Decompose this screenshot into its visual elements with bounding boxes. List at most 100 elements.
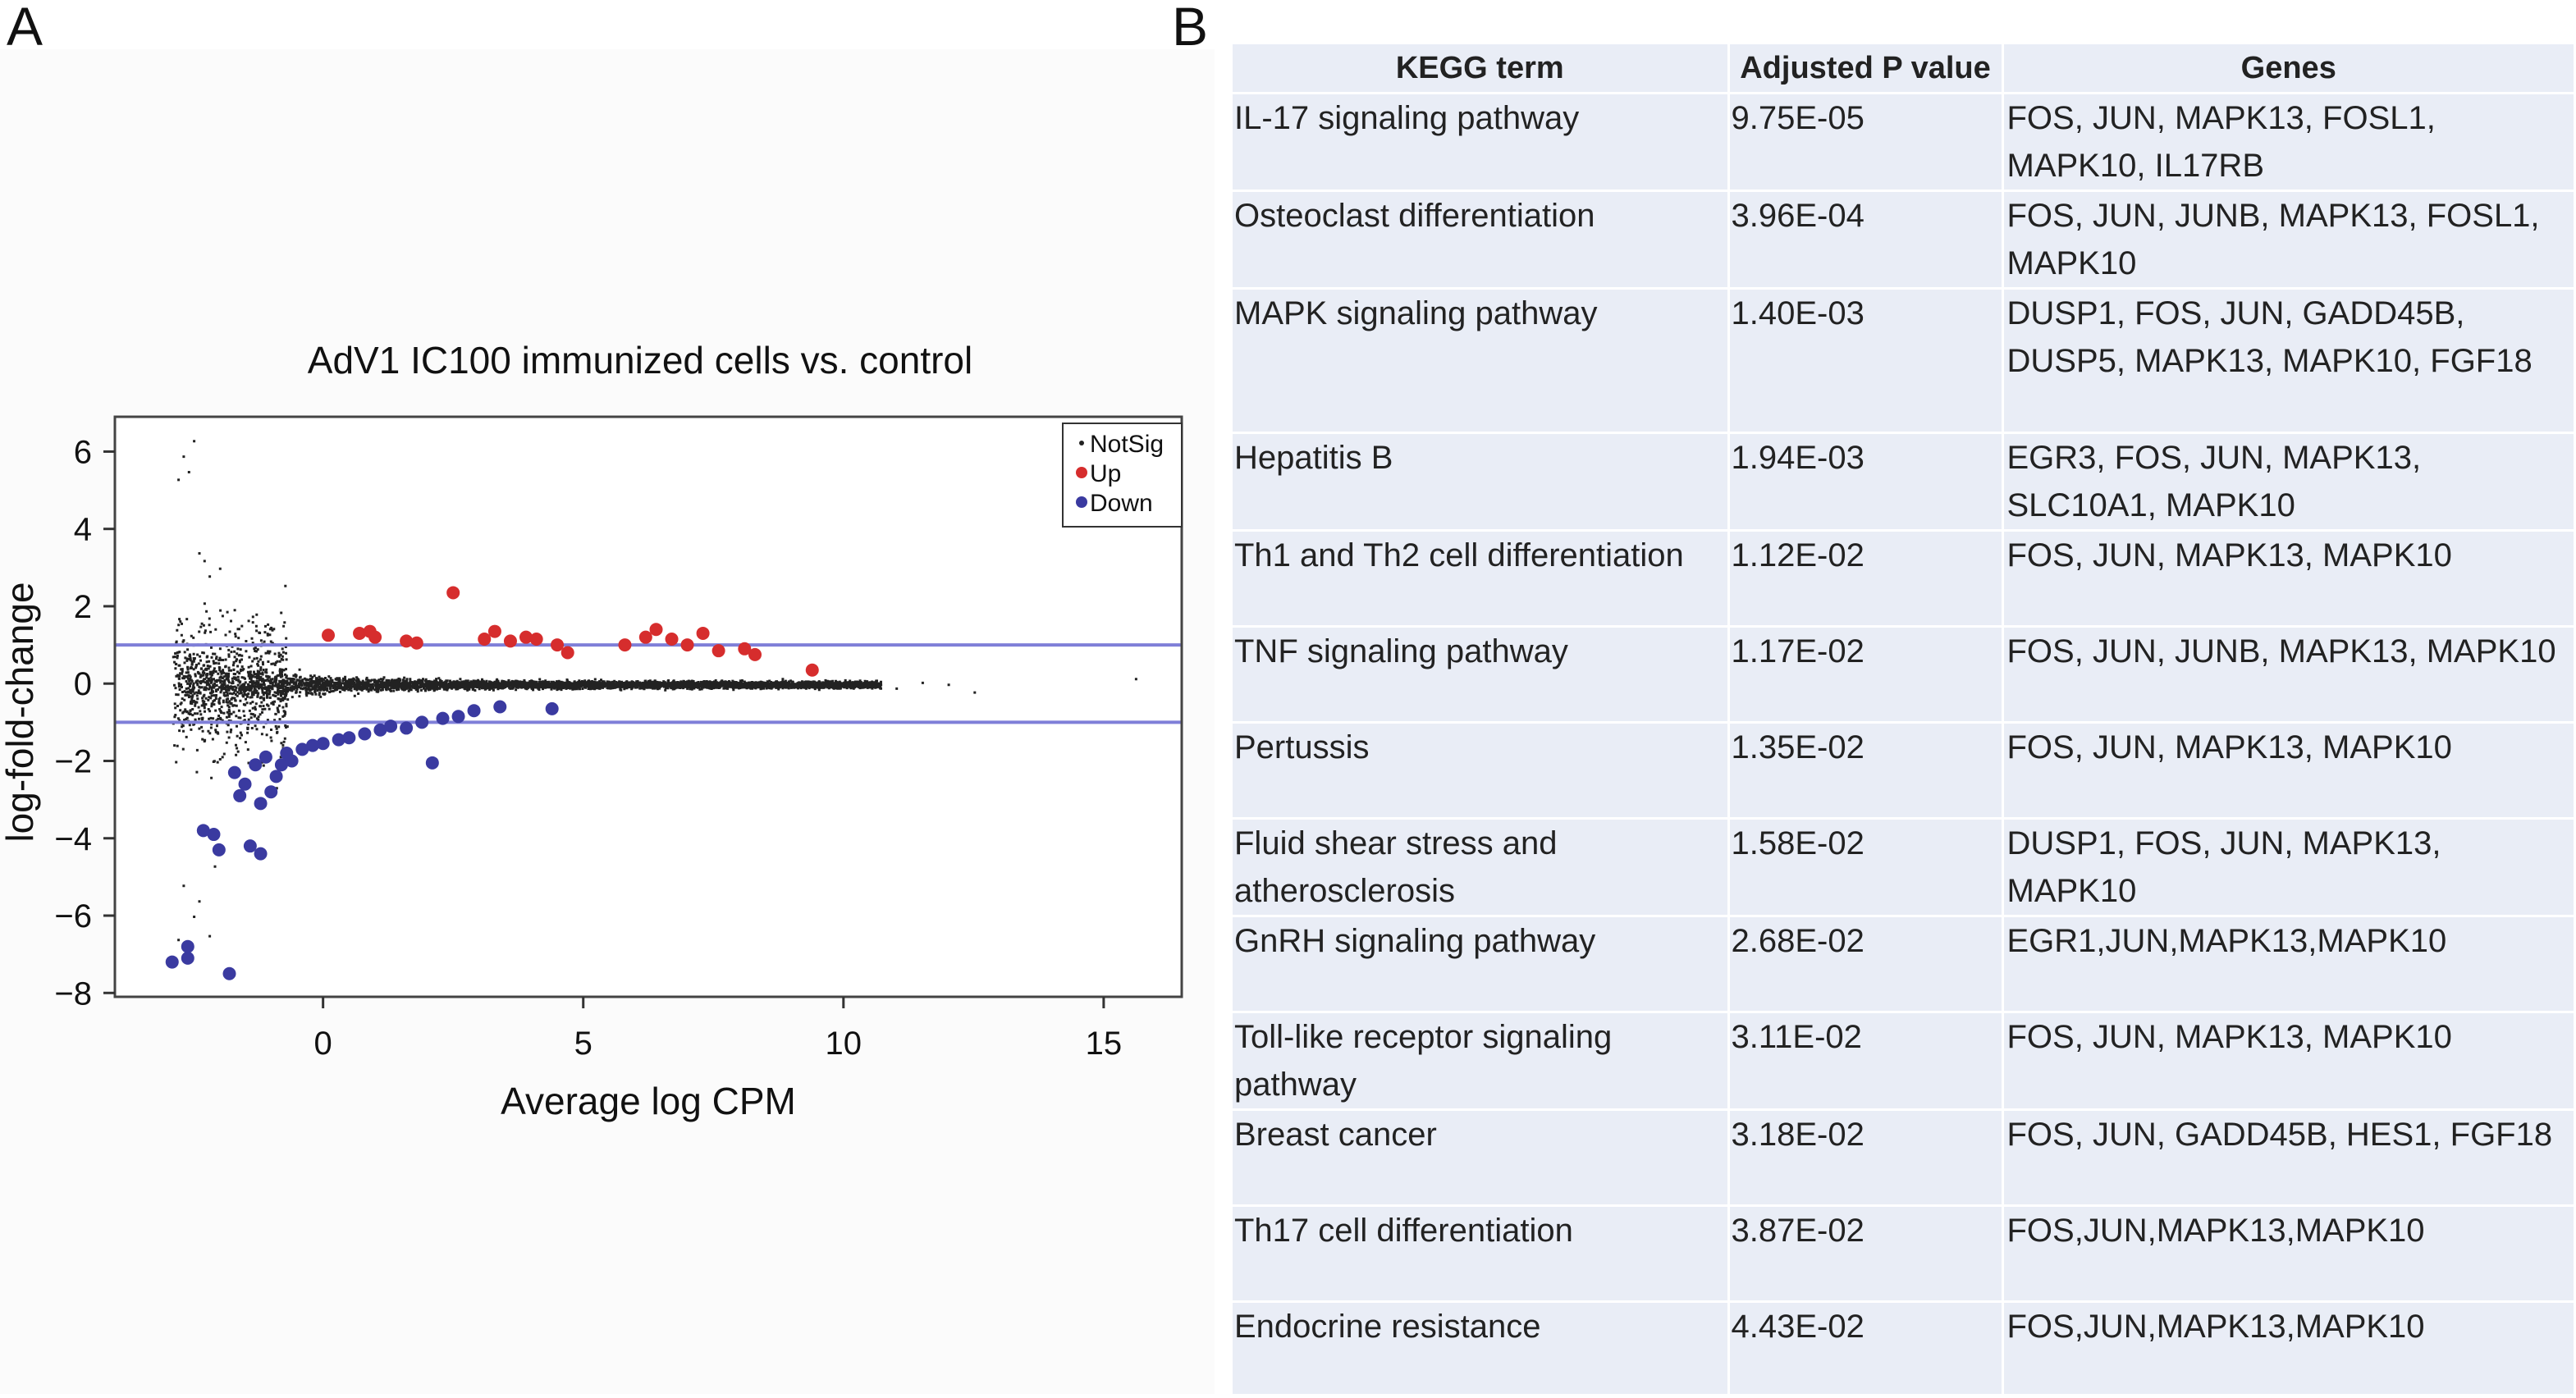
down-point [181,951,194,965]
up-point [618,638,632,652]
kegg-term-cell: GnRH signaling pathway [1233,915,1728,1012]
adjusted-p-value-cell: 1.40E-03 [1727,287,2002,433]
down-point [436,711,450,725]
down-point [493,700,507,714]
table-row: TNF signaling pathway 1.17E-02 FOS, JUN, J… [1233,625,2574,723]
table-row: Fluid shear stress and atherosclerosis 1.… [1233,817,2574,916]
down-point [269,770,283,784]
down-point [295,742,309,756]
table-row: IL-17 signaling pathway 9.75E-05 FOS, JUN,… [1233,92,2574,191]
down-point [264,785,278,799]
table-row: Endocrine resistance 4.43E-02 FOS,JUN,MAPK… [1233,1300,2574,1398]
down-point [207,828,221,842]
down-point [451,710,465,724]
plot-frame [113,415,1183,998]
y-tick-label: 4 [74,512,92,548]
legend-marker-notsig [1079,441,1084,445]
genes-cell: EGR3, FOS, JUN, MAPK13, SLC10A1, MAPK10 [2001,432,2574,531]
genes-cell: FOS, JUN, MAPK13, MAPK10 [2001,721,2574,819]
down-point [233,788,247,802]
genes-cell: FOS, JUN, JUNB, MAPK13, FOSL1, MAPK10 [2001,190,2574,289]
adjusted-p-value-cell: 3.87E-02 [1727,1204,2002,1302]
genes-cell: FOS, JUN, JUNB, MAPK13, MAPK10 [2001,625,2574,723]
table-row: Breast cancer 3.18E-02 FOS, JUN, GADD45B, … [1233,1108,2574,1206]
up-point [638,630,652,644]
y-tick-label: −2 [54,743,92,779]
genes-cell: FOS,JUN,MAPK13,MAPK10 [2001,1300,2574,1398]
up-point [665,633,679,646]
kegg-term-cell: Hepatitis B [1233,432,1728,531]
y-tick-label: 6 [74,434,92,470]
adjusted-p-value-cell: 1.35E-02 [1727,721,2002,819]
up-point [487,624,501,638]
kegg-term-cell: IL-17 signaling pathway [1233,92,1728,191]
panel-label-a: A [7,0,43,57]
chart-title: AdV1 IC100 immunized cells vs. control [308,339,972,381]
legend-label-up: Up [1090,460,1121,487]
adjusted-p-value-cell: 4.43E-02 [1727,1300,2002,1398]
up-point [478,633,492,646]
down-point [254,797,268,811]
down-point [238,777,252,791]
x-tick-label: 0 [314,1026,332,1062]
down-point [400,721,414,735]
adjusted-p-value-cell: 1.12E-02 [1727,529,2002,627]
up-point [738,642,752,656]
y-tick-label: 2 [74,589,92,625]
adjusted-p-value-cell: 3.18E-02 [1727,1108,2002,1206]
x-tick-label: 10 [826,1026,862,1062]
up-point [446,586,460,600]
down-point [227,765,241,779]
up-point [368,630,382,644]
kegg-term-cell: Fluid shear stress and atherosclerosis [1233,817,1728,916]
up-point [649,623,663,637]
kegg-term-cell: Breast cancer [1233,1108,1728,1206]
table-header-row: KEGG term Adjusted P value Genes [1233,44,2574,94]
genes-cell: FOS, JUN, MAPK13, FOSL1, MAPK10, IL17RB [2001,92,2574,191]
x-axis-label: Average log CPM [501,1080,796,1122]
ma-plot-panel: 6 4 2 0 −2 −4 −6 −8 0 5 10 15 AdV1 IC100 immunized c… [0,49,1215,1394]
down-point [305,738,319,752]
down-point [249,758,263,772]
down-point [285,754,299,768]
kegg-term-cell: MAPK signaling pathway [1233,287,1728,433]
kegg-term-cell: Pertussis [1233,721,1728,819]
adjusted-p-value-cell: 9.75E-05 [1727,92,2002,191]
down-point [254,847,268,861]
up-point [503,634,517,648]
up-point [711,644,725,658]
legend-marker-up [1076,467,1087,478]
ma-plot-svg: 6 4 2 0 −2 −4 −6 −8 0 5 10 15 AdV1 IC100 immunized c… [0,339,1183,1122]
kegg-term-cell: Toll-like receptor signaling pathway [1233,1011,1728,1110]
kegg-enrichment-table: KEGG term Adjusted P value Genes IL-17 s… [1233,44,2574,1398]
table-row: Toll-like receptor signaling pathway 3.11… [1233,1011,2574,1110]
plot-area [115,417,1182,997]
table-row: MAPK signaling pathway 1.40E-03 DUSP1, FOS… [1233,287,2574,433]
table-row: Pertussis 1.35E-02 FOS, JUN, MAPK13, MAPK1… [1233,721,2574,819]
table-row: Hepatitis B 1.94E-03 EGR3, FOS, JUN, MAPK1… [1233,432,2574,531]
column-header-kegg-term: KEGG term [1233,44,1728,94]
down-point [545,701,559,715]
legend-label-notsig: NotSig [1090,431,1164,458]
legend-label-down: Down [1090,490,1153,517]
down-point [259,750,272,764]
kegg-table-panel: KEGG term Adjusted P value Genes IL-17 s… [1233,44,2574,1398]
adjusted-p-value-cell: 3.11E-02 [1727,1011,2002,1110]
down-point [415,715,429,729]
kegg-term-cell: Osteoclast differentiation [1233,190,1728,289]
up-point [400,634,414,648]
table-row: Osteoclast differentiation 3.96E-04 FOS, J… [1233,190,2574,289]
legend-marker-down [1076,496,1087,508]
down-point [222,966,236,980]
table-row: Th17 cell differentiation 3.87E-02 FOS,JUN… [1233,1204,2574,1302]
kegg-term-cell: TNF signaling pathway [1233,625,1728,723]
down-point [373,723,387,737]
up-point [529,633,543,646]
adjusted-p-value-cell: 2.68E-02 [1727,915,2002,1012]
x-tick-label: 5 [574,1026,593,1062]
down-point [425,756,439,770]
y-tick-label: −8 [54,975,92,1012]
y-tick-label: 0 [74,666,92,702]
up-point [410,636,423,650]
down-point [243,839,257,853]
